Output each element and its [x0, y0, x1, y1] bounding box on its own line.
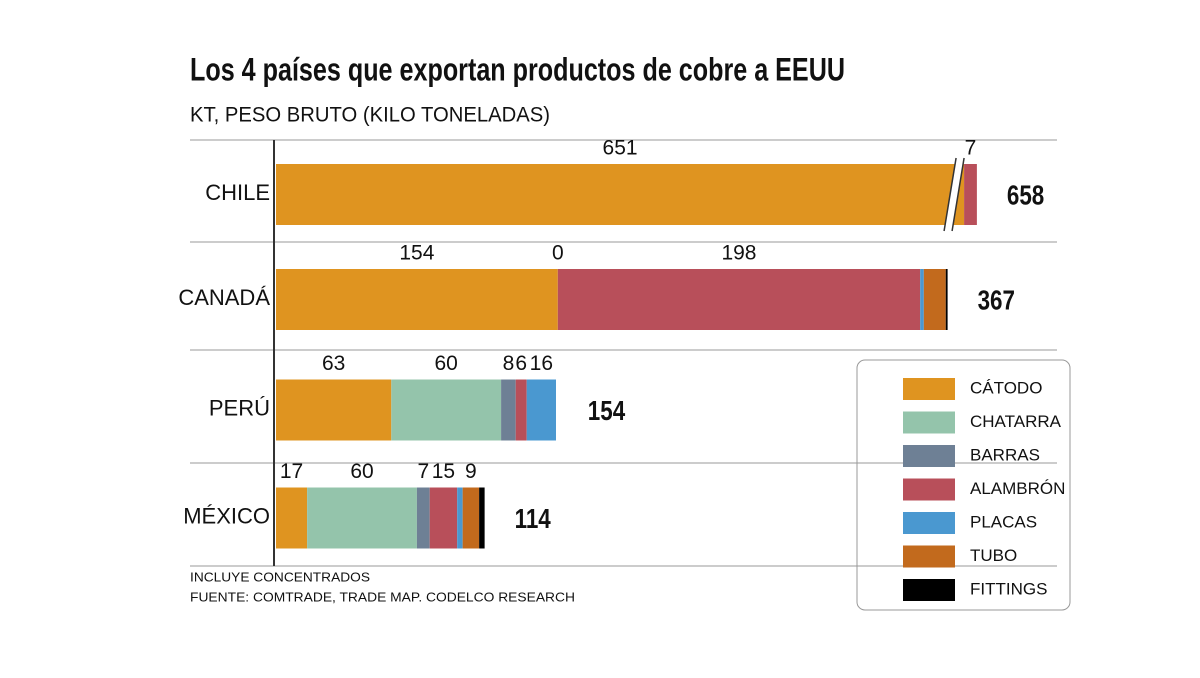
legend-label: CHATARRA — [970, 412, 1062, 431]
bar-segment — [945, 269, 948, 330]
category-label: MÉXICO — [183, 503, 270, 528]
category-label: PERÚ — [209, 395, 270, 420]
axis-break — [944, 158, 965, 231]
bar-segment — [515, 379, 527, 441]
legend-swatch — [903, 411, 955, 434]
legend-label: ALAMBRÓN — [970, 479, 1065, 498]
value-label: 7 — [417, 460, 429, 483]
value-label: 16 — [530, 352, 553, 375]
legend-label: TUBO — [970, 546, 1017, 565]
value-label: 651 — [603, 137, 638, 160]
bar-segment — [307, 487, 417, 549]
value-label: 7 — [965, 137, 977, 160]
bar-segment — [923, 269, 946, 330]
legend-swatch — [903, 512, 955, 534]
category-label: CHILE — [205, 180, 270, 205]
bar-segment — [276, 269, 558, 330]
value-label: 154 — [399, 242, 434, 265]
total-label: 114 — [515, 504, 551, 535]
bar-segment — [391, 379, 502, 441]
value-label: 9 — [465, 460, 477, 483]
bar-segment — [276, 164, 965, 225]
category-label: CANADÁ — [178, 285, 270, 310]
value-label: 60 — [350, 460, 373, 483]
total-label: 154 — [588, 396, 625, 427]
legend-label: CÁTODO — [970, 378, 1042, 397]
legend-swatch — [903, 579, 955, 601]
legend-label: FITTINGS — [970, 579, 1047, 598]
legend-label: BARRAS — [970, 445, 1040, 464]
bar-segment — [964, 164, 977, 225]
bar-segment — [501, 379, 516, 441]
value-label: 0 — [552, 242, 564, 265]
bar-segment — [462, 487, 480, 549]
bar-segment — [557, 269, 921, 330]
bar-segment — [276, 379, 392, 441]
legend-swatch — [903, 378, 955, 400]
axis-break — [951, 157, 965, 232]
value-label: 17 — [280, 460, 303, 483]
bar-segment — [416, 487, 430, 549]
legend-swatch — [903, 445, 955, 467]
legend-swatch — [903, 545, 955, 568]
bar-segment — [457, 487, 463, 549]
note: FUENTE: COMTRADE, TRADE MAP. CODELCO RES… — [190, 589, 575, 604]
value-label: 198 — [721, 242, 756, 265]
chart-title: Los 4 países que exportan productos de c… — [190, 51, 845, 87]
value-label: 63 — [322, 352, 345, 375]
bar-segment — [429, 487, 458, 549]
note: INCLUYE CONCENTRADOS — [190, 569, 370, 584]
bar-segment — [479, 487, 485, 549]
bar-segment — [920, 269, 924, 330]
total-label: 658 — [1007, 180, 1044, 211]
axis-break — [943, 157, 957, 232]
total-label: 367 — [978, 285, 1015, 316]
value-label: 6 — [515, 352, 527, 375]
legend-label: PLACAS — [970, 512, 1037, 531]
legend-swatch — [903, 478, 955, 501]
bar-segment — [526, 379, 556, 441]
bar-segment — [276, 487, 308, 549]
value-label: 60 — [435, 352, 458, 375]
value-label: 15 — [432, 460, 455, 483]
chart-subtitle: KT, PESO BRUTO (KILO TONELADAS) — [190, 104, 550, 127]
value-label: 8 — [503, 352, 515, 375]
